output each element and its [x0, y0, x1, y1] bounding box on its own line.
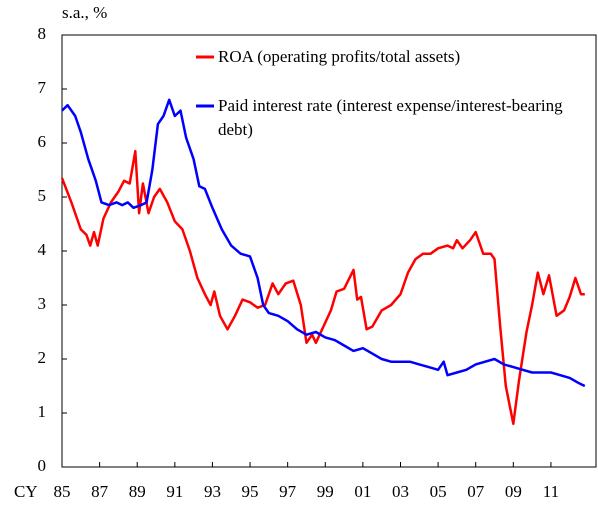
x-tick-label: 87 — [91, 482, 109, 501]
y-tick-label: 1 — [38, 402, 47, 421]
x-tick-label: 89 — [129, 482, 146, 501]
legend-label: Paid interest rate (interest expense/int… — [218, 96, 563, 139]
x-tick-label: 03 — [392, 482, 409, 501]
y-tick-label: 2 — [38, 348, 47, 367]
y-axis-unit: s.a., % — [62, 3, 107, 22]
x-tick-label: 01 — [354, 482, 371, 501]
x-tick-label: 97 — [279, 482, 297, 501]
x-tick-label: 91 — [166, 482, 183, 501]
y-tick-label: 6 — [38, 132, 47, 151]
series-line — [60, 149, 585, 426]
y-tick-label: 7 — [38, 78, 47, 97]
y-tick-label: 4 — [38, 240, 47, 259]
x-tick-label: 95 — [242, 482, 259, 501]
y-tick-label: 8 — [38, 24, 47, 43]
x-axis-label: CY — [14, 482, 38, 501]
x-tick-label: 93 — [204, 482, 221, 501]
x-tick-label: 05 — [430, 482, 447, 501]
y-tick-label: 0 — [38, 456, 47, 475]
y-tick-label: 5 — [38, 186, 47, 205]
legend-label: ROA (operating profits/total assets) — [218, 47, 461, 66]
x-tick-label: 99 — [317, 482, 334, 501]
y-tick-label: 3 — [38, 294, 47, 313]
x-tick-label: 11 — [543, 482, 559, 501]
x-tick-label: 09 — [505, 482, 522, 501]
x-tick-label: 07 — [467, 482, 485, 501]
x-tick-label: 85 — [54, 482, 71, 501]
series-line — [61, 98, 586, 388]
